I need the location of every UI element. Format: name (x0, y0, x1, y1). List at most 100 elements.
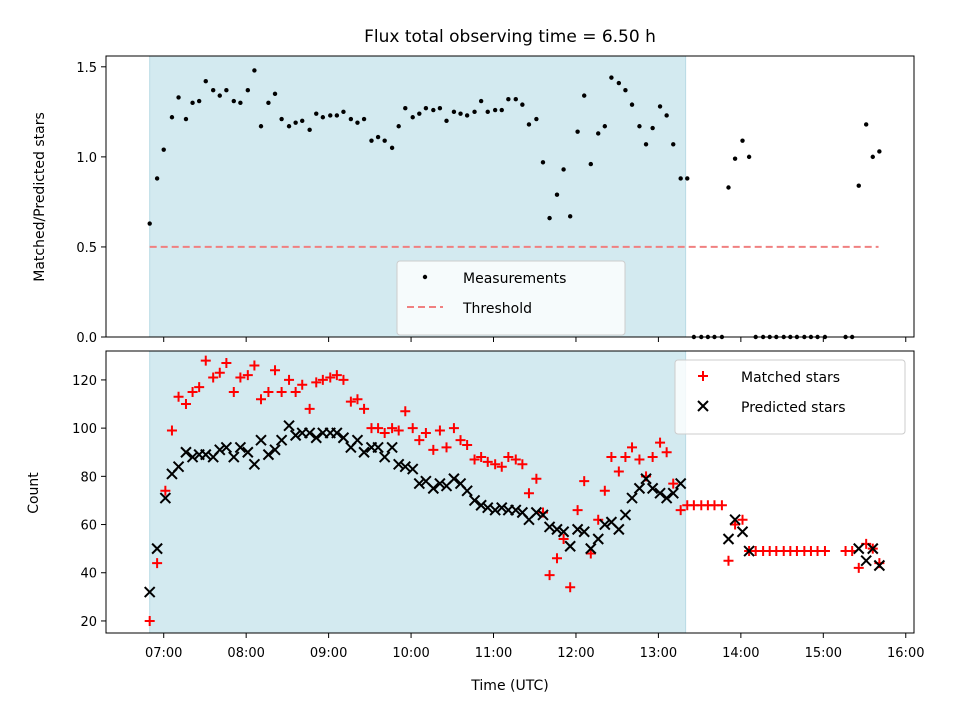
data-point (331, 370, 342, 381)
data-point (238, 100, 243, 106)
data-point (475, 499, 487, 511)
y-tick-label: 0.0 (76, 331, 97, 346)
y-tick-label: 1.5 (76, 61, 97, 76)
data-point (602, 124, 608, 129)
data-point (592, 533, 604, 545)
data-point (269, 444, 281, 456)
data-point (629, 102, 635, 107)
data-point (258, 124, 264, 129)
data-point (361, 116, 367, 122)
data-point (579, 476, 590, 487)
data-point (599, 485, 610, 496)
data-point (554, 192, 560, 197)
data-point (196, 98, 202, 104)
data-point (303, 427, 316, 439)
data-point (307, 127, 312, 133)
data-point (231, 98, 236, 104)
data-point (660, 492, 673, 504)
data-point (506, 97, 511, 102)
data-point (623, 88, 628, 93)
data-point (270, 365, 281, 376)
data-point (200, 448, 212, 461)
data-point (543, 521, 556, 533)
data-point (478, 98, 484, 104)
data-point (293, 120, 298, 125)
data-point (557, 526, 570, 538)
y-tick-label: 120 (72, 374, 97, 389)
data-point (328, 113, 333, 118)
data-point (490, 459, 501, 470)
data-point (275, 434, 288, 446)
data-point (657, 104, 663, 109)
data-point (640, 473, 652, 485)
axes-frame (105, 350, 915, 634)
x-tick-label: 11:00 (475, 646, 512, 661)
data-point (647, 452, 658, 463)
data-point (248, 458, 261, 470)
data-point (358, 446, 370, 458)
data-point (729, 514, 741, 526)
y-tick-label: 40 (80, 567, 97, 582)
data-point (224, 88, 229, 93)
data-point (455, 435, 466, 446)
data-point (200, 355, 211, 366)
x-tick-label: 15:00 (805, 646, 842, 661)
data-point (551, 523, 563, 536)
data-point (255, 434, 267, 446)
data-point (190, 100, 195, 106)
data-point (256, 394, 267, 405)
data-point (620, 452, 631, 463)
data-point (348, 116, 354, 122)
data-point (489, 504, 501, 516)
data-point (272, 91, 278, 97)
data-point (571, 523, 584, 536)
data-point (186, 451, 199, 463)
data-point (633, 482, 646, 495)
data-point (331, 427, 343, 439)
data-point (338, 374, 349, 385)
data-point (531, 473, 542, 484)
data-point (276, 386, 287, 397)
data-point (355, 120, 360, 125)
data-point (152, 558, 163, 569)
data-point (352, 394, 363, 405)
data-point (173, 391, 184, 402)
data-point (582, 93, 587, 98)
data-point (386, 441, 398, 454)
x-tick-label: 07:00 (145, 646, 182, 661)
data-point (427, 482, 440, 495)
data-point (654, 487, 666, 499)
data-point (403, 106, 408, 111)
data-point (819, 546, 830, 557)
data-point (627, 442, 638, 453)
chart-title: Flux total observing time = 6.50 h (364, 27, 656, 47)
data-point (183, 116, 189, 122)
data-point (407, 423, 418, 434)
data-point (228, 386, 239, 397)
data-point (283, 420, 295, 432)
y-tick-label: 0.5 (76, 241, 97, 256)
data-point (596, 131, 601, 136)
series-matched-stars (144, 355, 885, 626)
data-point (214, 444, 226, 456)
data-point (378, 451, 391, 463)
data-point (558, 534, 569, 544)
data-point (423, 106, 429, 111)
data-point (396, 124, 401, 129)
data-point (655, 437, 666, 448)
data-point (499, 107, 504, 113)
data-point (462, 440, 473, 450)
data-point (373, 423, 384, 434)
data-point (564, 540, 576, 552)
y-tick-label: 20 (80, 615, 97, 630)
series-measurements (147, 68, 882, 340)
series-predicted-stars (143, 420, 886, 598)
data-point (565, 582, 576, 593)
data-point (180, 399, 191, 410)
data-point (242, 446, 254, 458)
data-point (351, 434, 364, 446)
data-point (661, 447, 672, 458)
data-point (220, 441, 233, 454)
data-point (448, 473, 460, 485)
data-point (517, 459, 528, 470)
